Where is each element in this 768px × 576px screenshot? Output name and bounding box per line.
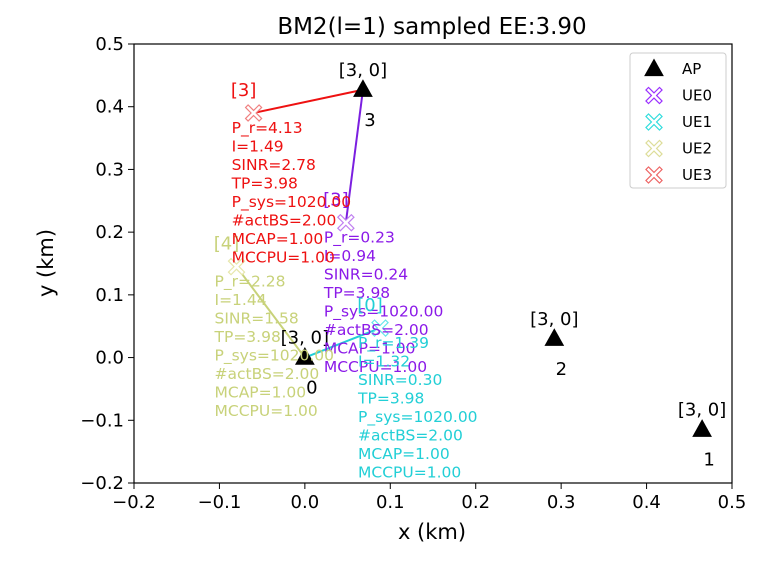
ue-metric-label: MCAP=1.00 xyxy=(358,445,450,463)
ue-marker-ue0 xyxy=(336,213,355,232)
ue-metric-label: SINR=2.78 xyxy=(232,156,316,174)
ue-metric-label: P_r=1.39 xyxy=(358,334,429,353)
ap-id-label: 3 xyxy=(364,110,375,131)
ap-marker-0 xyxy=(294,347,315,365)
ue-metric-label: I=0.94 xyxy=(324,247,376,265)
ap-markers xyxy=(294,79,712,437)
ue-metric-label: #actBS=2.00 xyxy=(324,321,429,339)
x-tick-label: −0.2 xyxy=(112,492,156,513)
ap-marker-1 xyxy=(692,419,712,437)
ue-markers xyxy=(227,104,389,337)
ue-metric-label: I=1.44 xyxy=(215,291,267,309)
ue-metric-label: MCCPU=1.00 xyxy=(215,402,318,420)
x-tick-label: 0.4 xyxy=(632,492,661,513)
x-axis-label: x (km) xyxy=(398,520,466,544)
legend-marker-ue0 xyxy=(645,86,663,105)
annotations: [3, 0]0[3, 0]1[3, 0]2[3, 0]3[3]P_r=0.23I… xyxy=(214,60,727,482)
plot-area-frame xyxy=(133,43,733,484)
legend-label: UE0 xyxy=(682,87,712,105)
ue-metric-label: TP=3.98 xyxy=(214,328,281,346)
ap-load-label: [3, 0] xyxy=(339,60,387,81)
ue-marker-ue3 xyxy=(244,104,263,122)
x-tick-label: 0.2 xyxy=(461,492,490,513)
ue-metric-label: SINR=1.58 xyxy=(215,310,299,328)
legend-label: UE2 xyxy=(682,140,712,158)
legend-label: UE1 xyxy=(682,113,712,131)
link-ue0 xyxy=(344,89,364,223)
x-tick-label: 0.5 xyxy=(718,492,747,513)
ue-metric-label: I=1.32 xyxy=(358,353,410,371)
y-tick-label: 0.4 xyxy=(95,97,124,118)
legend-marker-ue1 xyxy=(645,113,663,131)
ue-metric-label: MCAP=1.00 xyxy=(215,384,307,402)
legend: AP UE0 UE1 UE2 UE3 xyxy=(629,52,727,189)
ue-tag-label: [3] xyxy=(323,190,349,211)
legend-marker-ue3 xyxy=(645,166,663,184)
link-ue2 xyxy=(235,266,306,359)
ap-load-label: [3, 0] xyxy=(281,328,329,349)
y-axis-label: y (km) xyxy=(34,229,58,297)
ue-metric-label: MCCPU=1.00 xyxy=(232,248,335,266)
legend-marker-ue2 xyxy=(645,139,663,158)
ap-id-label: 0 xyxy=(306,378,317,399)
association-links xyxy=(235,88,381,359)
ue-metric-label: P_sys=1020.00 xyxy=(232,193,352,212)
ue-metric-label: I=1.49 xyxy=(232,137,284,155)
legend-label: AP xyxy=(682,60,701,78)
ue-metric-label: P_r=2.28 xyxy=(215,273,286,292)
ue-tag-label: [4] xyxy=(214,234,240,255)
legend-label: UE3 xyxy=(682,166,712,184)
chart-title: BM2(l=1) sampled EE:3.90 xyxy=(277,14,586,40)
ue-metric-label: #actBS=2.00 xyxy=(215,365,320,383)
x-tick-label: −0.1 xyxy=(198,492,242,513)
ue-metric-label: MCAP=1.00 xyxy=(232,230,324,248)
ue-metric-label: P_r=4.13 xyxy=(232,119,303,138)
y-tick-label: 0.1 xyxy=(95,285,124,306)
ap-id-label: 2 xyxy=(556,359,567,380)
ue-metric-label: SINR=0.30 xyxy=(358,371,442,389)
ue-metric-label: P_sys=1020.00 xyxy=(215,347,335,366)
ue-metric-label: P_sys=1020.00 xyxy=(358,408,478,427)
y-tick-label: −0.1 xyxy=(80,410,124,431)
ue-tag-label: [0] xyxy=(357,295,383,316)
ue-marker-ue2 xyxy=(227,257,246,276)
link-ue3 xyxy=(253,88,364,114)
ue-tag-label: [3] xyxy=(231,80,257,101)
ue-metric-label: SINR=0.24 xyxy=(324,266,408,284)
ue-metric-label: P_sys=1020.00 xyxy=(324,303,444,322)
ap-marker-2 xyxy=(544,328,565,346)
ap-load-label: [3, 0] xyxy=(530,309,578,330)
y-tick-label: 0.3 xyxy=(95,159,124,180)
link-ue1 xyxy=(304,327,381,359)
ap-marker-3 xyxy=(353,79,373,97)
ue-metric-label: MCAP=1.00 xyxy=(324,340,416,358)
y-tick-label: 0.5 xyxy=(95,34,124,55)
x-tick-label: 0.3 xyxy=(547,492,576,513)
ap-load-label: [3, 0] xyxy=(678,400,726,421)
ue-metric-label: #actBS=2.00 xyxy=(232,211,337,229)
ue-marker-ue1 xyxy=(371,319,389,337)
ue-metric-label: MCCPU=1.00 xyxy=(358,464,461,482)
x-tick-label: 0.1 xyxy=(376,492,405,513)
x-tick-label: 0.0 xyxy=(291,492,320,513)
legend-marker-ap xyxy=(644,58,664,77)
y-tick-label: −0.2 xyxy=(80,473,124,494)
ue-metric-label: MCCPU=1.00 xyxy=(324,358,427,376)
ap-id-label: 1 xyxy=(703,450,714,471)
ue-metric-label: TP=3.98 xyxy=(357,390,424,408)
y-tick-label: 0.0 xyxy=(95,348,124,369)
legend-frame xyxy=(629,52,727,189)
ue-metric-label: TP=3.98 xyxy=(323,284,390,302)
axis-ticks: −0.2 −0.1 0.0 0.1 0.2 0.3 0.4 0.5 −0.2 −0.1 0.0 0.1… xyxy=(80,34,746,513)
y-tick-label: 0.2 xyxy=(95,222,124,243)
ue-metric-label: P_r=0.23 xyxy=(324,229,395,248)
ue-metric-label: TP=3.98 xyxy=(231,174,298,192)
ue-metric-label: #actBS=2.00 xyxy=(358,427,463,445)
